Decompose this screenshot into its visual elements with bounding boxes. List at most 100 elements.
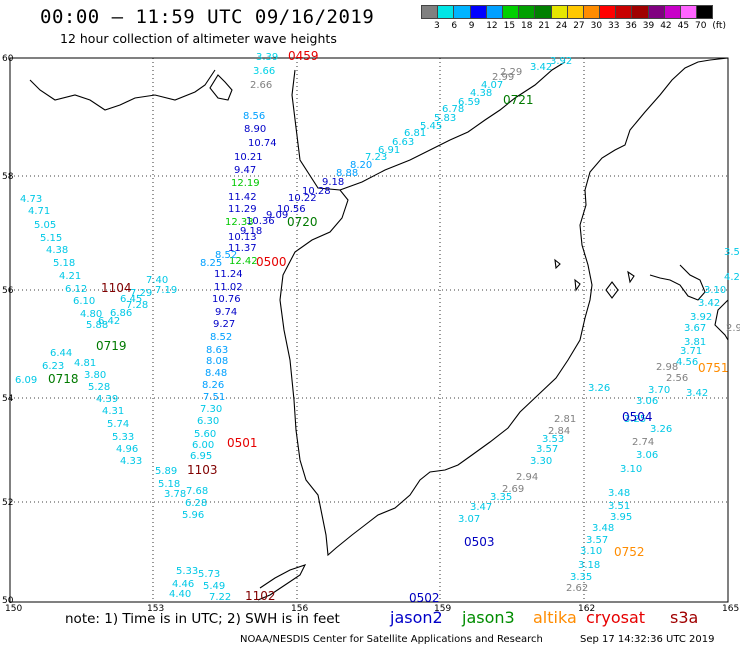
wave-height-value: 4.07 — [481, 80, 503, 91]
pass-time-label: 0503 — [464, 535, 495, 549]
wave-height-value: 5.33 — [176, 566, 198, 577]
map-frame — [9, 57, 729, 603]
lat-label: 60 — [2, 54, 14, 64]
wave-height-value: 5.74 — [107, 419, 129, 430]
wave-height-value: 3.42 — [530, 62, 552, 73]
wave-height-value: 4.96 — [116, 444, 138, 455]
wave-height-value: 5.49 — [203, 581, 225, 592]
mission-s3a: s3a — [670, 608, 699, 627]
scale-label: 24 — [555, 21, 568, 31]
wave-height-value: 8.52 — [210, 332, 232, 343]
wave-height-value: 7.68 — [186, 486, 208, 497]
pass-time-label: 0719 — [96, 339, 127, 353]
pass-time-label: 0504 — [622, 410, 653, 424]
wave-height-value: 6.28 — [185, 498, 207, 509]
scale-label: 42 — [660, 21, 672, 31]
mission-altika: altika — [533, 608, 577, 627]
page-subtitle: 12 hour collection of altimeter wave hei… — [60, 31, 337, 46]
wave-height-value: 8.48 — [205, 368, 227, 379]
wave-height-value: 4.38 — [470, 88, 492, 99]
wave-height-value: 10.76 — [212, 294, 241, 305]
pass-time-label: 0500 — [256, 255, 287, 269]
wave-height-value: 5.88 — [86, 320, 108, 331]
wave-height-value: 2.94 — [516, 472, 538, 483]
wave-height-value: 5.18 — [158, 479, 180, 490]
wave-height-value: 2.69 — [502, 484, 524, 495]
wave-height-value: 3.48 — [592, 523, 614, 534]
wave-height-value: 10.28 — [302, 186, 331, 197]
scale-label: 12 — [486, 21, 498, 31]
scale-label: 18 — [521, 21, 533, 31]
footer-legend: note: 1) Time is in UTC; 2) SWH is in fe… — [65, 608, 698, 627]
wave-height-value: 4.38 — [46, 245, 68, 256]
lat-label: 50 — [2, 596, 14, 606]
pass-time-label: 0502 — [409, 591, 440, 605]
wave-height-value: 11.29 — [228, 204, 257, 215]
wave-height-value: 3.10 — [704, 285, 726, 296]
mission-jason2: jason2 — [390, 608, 443, 627]
wave-height-value: 3.42 — [698, 298, 720, 309]
wave-height-value: 3.35 — [570, 572, 592, 583]
wave-height-value: 3.48 — [608, 488, 630, 499]
wave-height-value: 10.13 — [228, 232, 257, 243]
lon-label: 165 — [722, 604, 739, 614]
wave-height-value: 3.26 — [588, 383, 610, 394]
wave-height-value: 5.45 — [420, 121, 442, 132]
scale-label: 30 — [590, 21, 603, 31]
wave-height-value: 2.99 — [492, 72, 514, 83]
wave-height-value: 11.42 — [228, 192, 257, 203]
wave-height-values: 3.39 3.66 2.66 8.56 8.90 10.74 10.21 9.47 12.19 1… — [15, 52, 740, 603]
wave-height-value: 9.27 — [213, 319, 235, 330]
wave-height-value: 7.29 — [130, 288, 152, 299]
wave-height-value: 7.30 — [200, 404, 222, 415]
wave-height-value: 8.88 — [336, 168, 358, 179]
wave-height-value: 3.92 — [550, 56, 572, 67]
pass-time-label: 1103 — [187, 463, 218, 477]
wave-height-value: 11.02 — [214, 282, 243, 293]
wave-height-value: 3.42 — [686, 388, 708, 399]
wave-height-value: 7.23 — [365, 152, 387, 163]
wave-height-value: 6.10 — [73, 296, 95, 307]
wave-height-value: 2.84 — [548, 426, 570, 437]
wave-height-value: 3.10 — [620, 464, 642, 475]
wave-height-value: 3.67 — [684, 323, 706, 334]
wave-height-value: 12.33 — [225, 217, 254, 228]
wave-height-value: 5.33 — [112, 432, 134, 443]
wave-height-value: 9.74 — [215, 307, 237, 318]
pass-time-label: 0721 — [503, 93, 534, 107]
lon-label: 153 — [147, 604, 164, 614]
wave-height-value: 4.73 — [20, 194, 42, 205]
wave-height-value: 12.42 — [229, 256, 258, 267]
wave-height-value: 8.52 — [215, 250, 237, 261]
wave-height-value: 3.70 — [648, 385, 670, 396]
wave-height-value: 5.18 — [53, 258, 75, 269]
wave-height-value: 6.23 — [42, 361, 64, 372]
wave-height-value: 3.81 — [684, 337, 706, 348]
wave-height-value: 3.95 — [610, 512, 632, 523]
color-scale — [421, 5, 714, 24]
wave-height-value: 10.36 — [246, 216, 275, 227]
scale-label: 45 — [677, 21, 690, 31]
wave-height-value: 3.26 — [650, 424, 672, 435]
pass-time-label: 0459 — [288, 49, 319, 63]
wave-height-value: 10.21 — [234, 152, 263, 163]
wave-height-value: 3.25 — [624, 414, 646, 425]
scale-label: (ft) — [712, 21, 726, 31]
wave-height-value: 9.09 — [266, 210, 288, 221]
lon-label: 150 — [5, 604, 22, 614]
wave-height-value: 9.18 — [240, 226, 262, 237]
page-title: 00:00 – 11:59 UTC 09/16/2019 — [40, 6, 375, 28]
wave-height-value: 8.26 — [202, 380, 224, 391]
wave-height-value: 4.80 — [80, 309, 102, 320]
lat-label: 58 — [2, 172, 14, 182]
wave-height-value: 9.18 — [322, 177, 344, 188]
wave-height-value: 8.63 — [206, 345, 228, 356]
wave-height-value: 5.15 — [40, 233, 62, 244]
wave-height-value: 3.39 — [256, 52, 278, 63]
wave-height-value: 7.40 — [146, 275, 168, 286]
pass-time-label: 1104 — [101, 281, 132, 295]
wave-height-value: 5.89 — [155, 466, 177, 477]
lat-label: 54 — [2, 394, 14, 404]
wave-height-value: 2.56 — [666, 373, 688, 384]
